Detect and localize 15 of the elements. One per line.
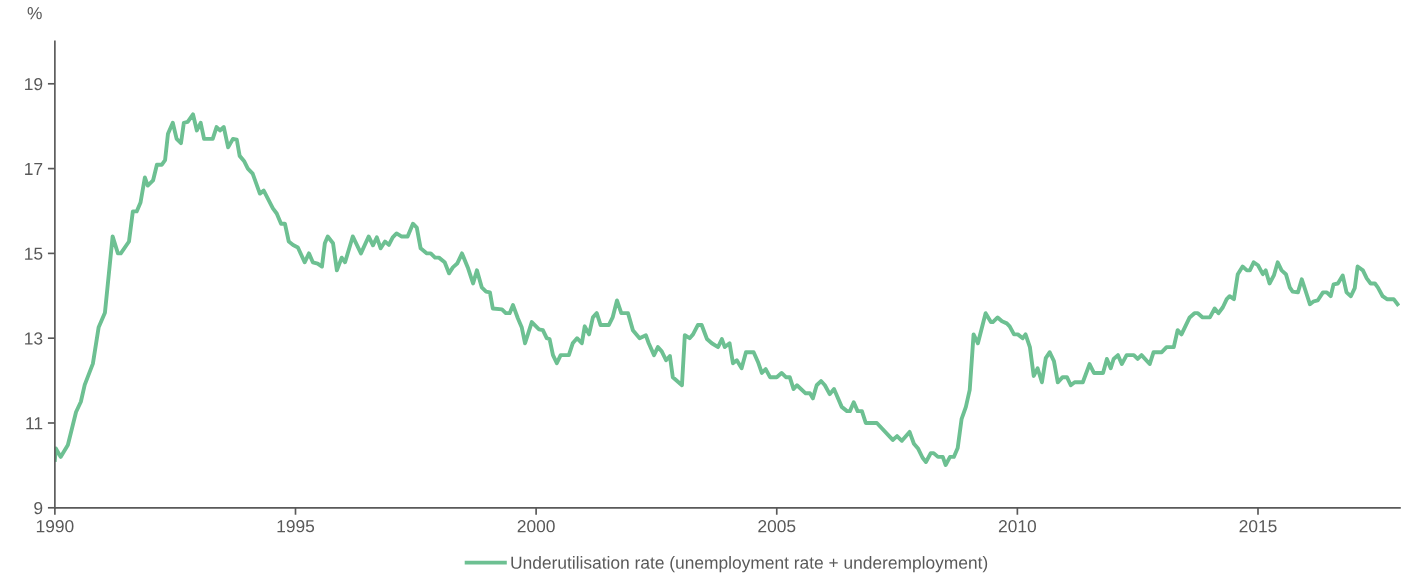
y-tick-label: 13 — [25, 332, 43, 345]
x-tick-label: 2005 — [758, 520, 796, 533]
x-tick-label: 1995 — [277, 520, 315, 533]
y-tick-label: 9 — [34, 501, 43, 515]
y-tick-label: 17 — [25, 162, 43, 175]
x-tick-label: 2010 — [998, 520, 1037, 533]
x-tick-label: 1990 — [36, 520, 74, 533]
y-axis-title: % — [27, 7, 42, 20]
y-tick-label: 19 — [25, 77, 43, 91]
y-tick-label: 15 — [25, 247, 43, 260]
y-tick-label: 11 — [26, 417, 43, 430]
x-tick-label: 2000 — [517, 520, 555, 533]
line-series — [54, 112, 1400, 467]
legend-label: Underutilisation rate (unemployment rate + underemployment) — [511, 556, 988, 573]
x-tick-label: 2015 — [1239, 520, 1277, 533]
